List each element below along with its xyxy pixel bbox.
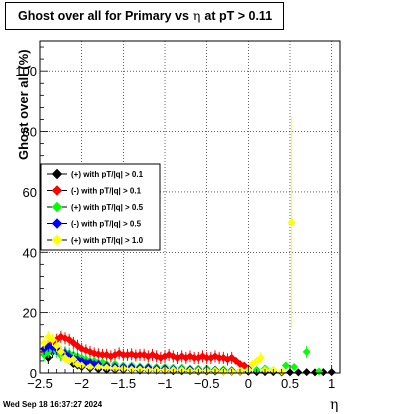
data-point	[56, 347, 65, 356]
legend-marker	[51, 234, 63, 246]
data-point	[52, 341, 61, 350]
data-point	[111, 364, 119, 373]
data-point	[190, 353, 199, 362]
legend: (+) with pT/|q| > 0.1 (-) with pT/|q| > 0…	[40, 163, 161, 251]
y-tick-label: 80	[23, 125, 37, 140]
x-tick-label: −2	[74, 376, 89, 391]
data-point	[102, 363, 111, 372]
data-point	[40, 338, 49, 347]
chart-title: Ghost over all for Primary vs η at pT > 0.…	[5, 2, 284, 30]
data-point	[119, 350, 128, 359]
y-tick-label: 100	[15, 64, 37, 79]
x-tick-label: −1	[158, 376, 173, 391]
legend-label: (-) with pT/|q| > 0.1	[71, 187, 142, 196]
x-axis-label: η	[330, 397, 339, 413]
data-point	[136, 350, 144, 359]
series	[40, 330, 253, 373]
x-tick-label: −1.5	[110, 376, 136, 391]
data-point	[302, 347, 311, 356]
data-point	[287, 218, 296, 227]
y-tick-label: 60	[23, 185, 37, 200]
data-point	[256, 353, 265, 362]
y-axis-label: Ghost over all (%)	[16, 49, 31, 160]
data-point	[290, 362, 299, 371]
legend-marker	[51, 168, 63, 180]
y-tick-label: 40	[23, 245, 37, 260]
title-suffix: at pT > 0.11	[204, 9, 273, 23]
legend-marker	[51, 201, 63, 213]
legend-marker	[51, 218, 63, 229]
data-point	[98, 350, 107, 359]
y-tick-label: 0	[30, 366, 37, 381]
x-tick-label: −0.5	[194, 376, 220, 391]
legend-label: (+) with pT/|q| > 0.1	[71, 170, 144, 179]
data-point	[86, 362, 94, 371]
data-point	[56, 332, 65, 341]
timestamp: Wed Sep 18 16:37:27 2024	[3, 400, 103, 409]
legend-label: (+) with pT/|q| > 0.5	[71, 203, 144, 212]
axes: −2.5 −2 −1.5 −1 −0.5 0 0.5 1 0 20 40 60 80 100	[15, 46, 341, 391]
x-tick-label: 1	[328, 376, 335, 391]
data-point	[281, 361, 290, 370]
title-eta-symbol: η	[192, 8, 201, 23]
legend-marker	[51, 185, 63, 196]
legend-label: (-) with pT/|q| > 0.5	[71, 220, 142, 229]
legend-label: (+) with pT/|q| > 1.0	[71, 236, 144, 245]
data-point	[215, 353, 224, 362]
data-point	[94, 362, 103, 371]
y-tick-label: 20	[23, 306, 37, 321]
x-tick-label: 0.5	[281, 376, 299, 391]
data-point	[202, 353, 211, 362]
data-point	[48, 335, 57, 344]
data-point	[69, 355, 78, 364]
title-prefix: Ghost over all for Primary vs	[18, 9, 189, 23]
x-tick-label: 0	[245, 376, 252, 391]
x-tick-label: −2.5	[27, 376, 53, 391]
